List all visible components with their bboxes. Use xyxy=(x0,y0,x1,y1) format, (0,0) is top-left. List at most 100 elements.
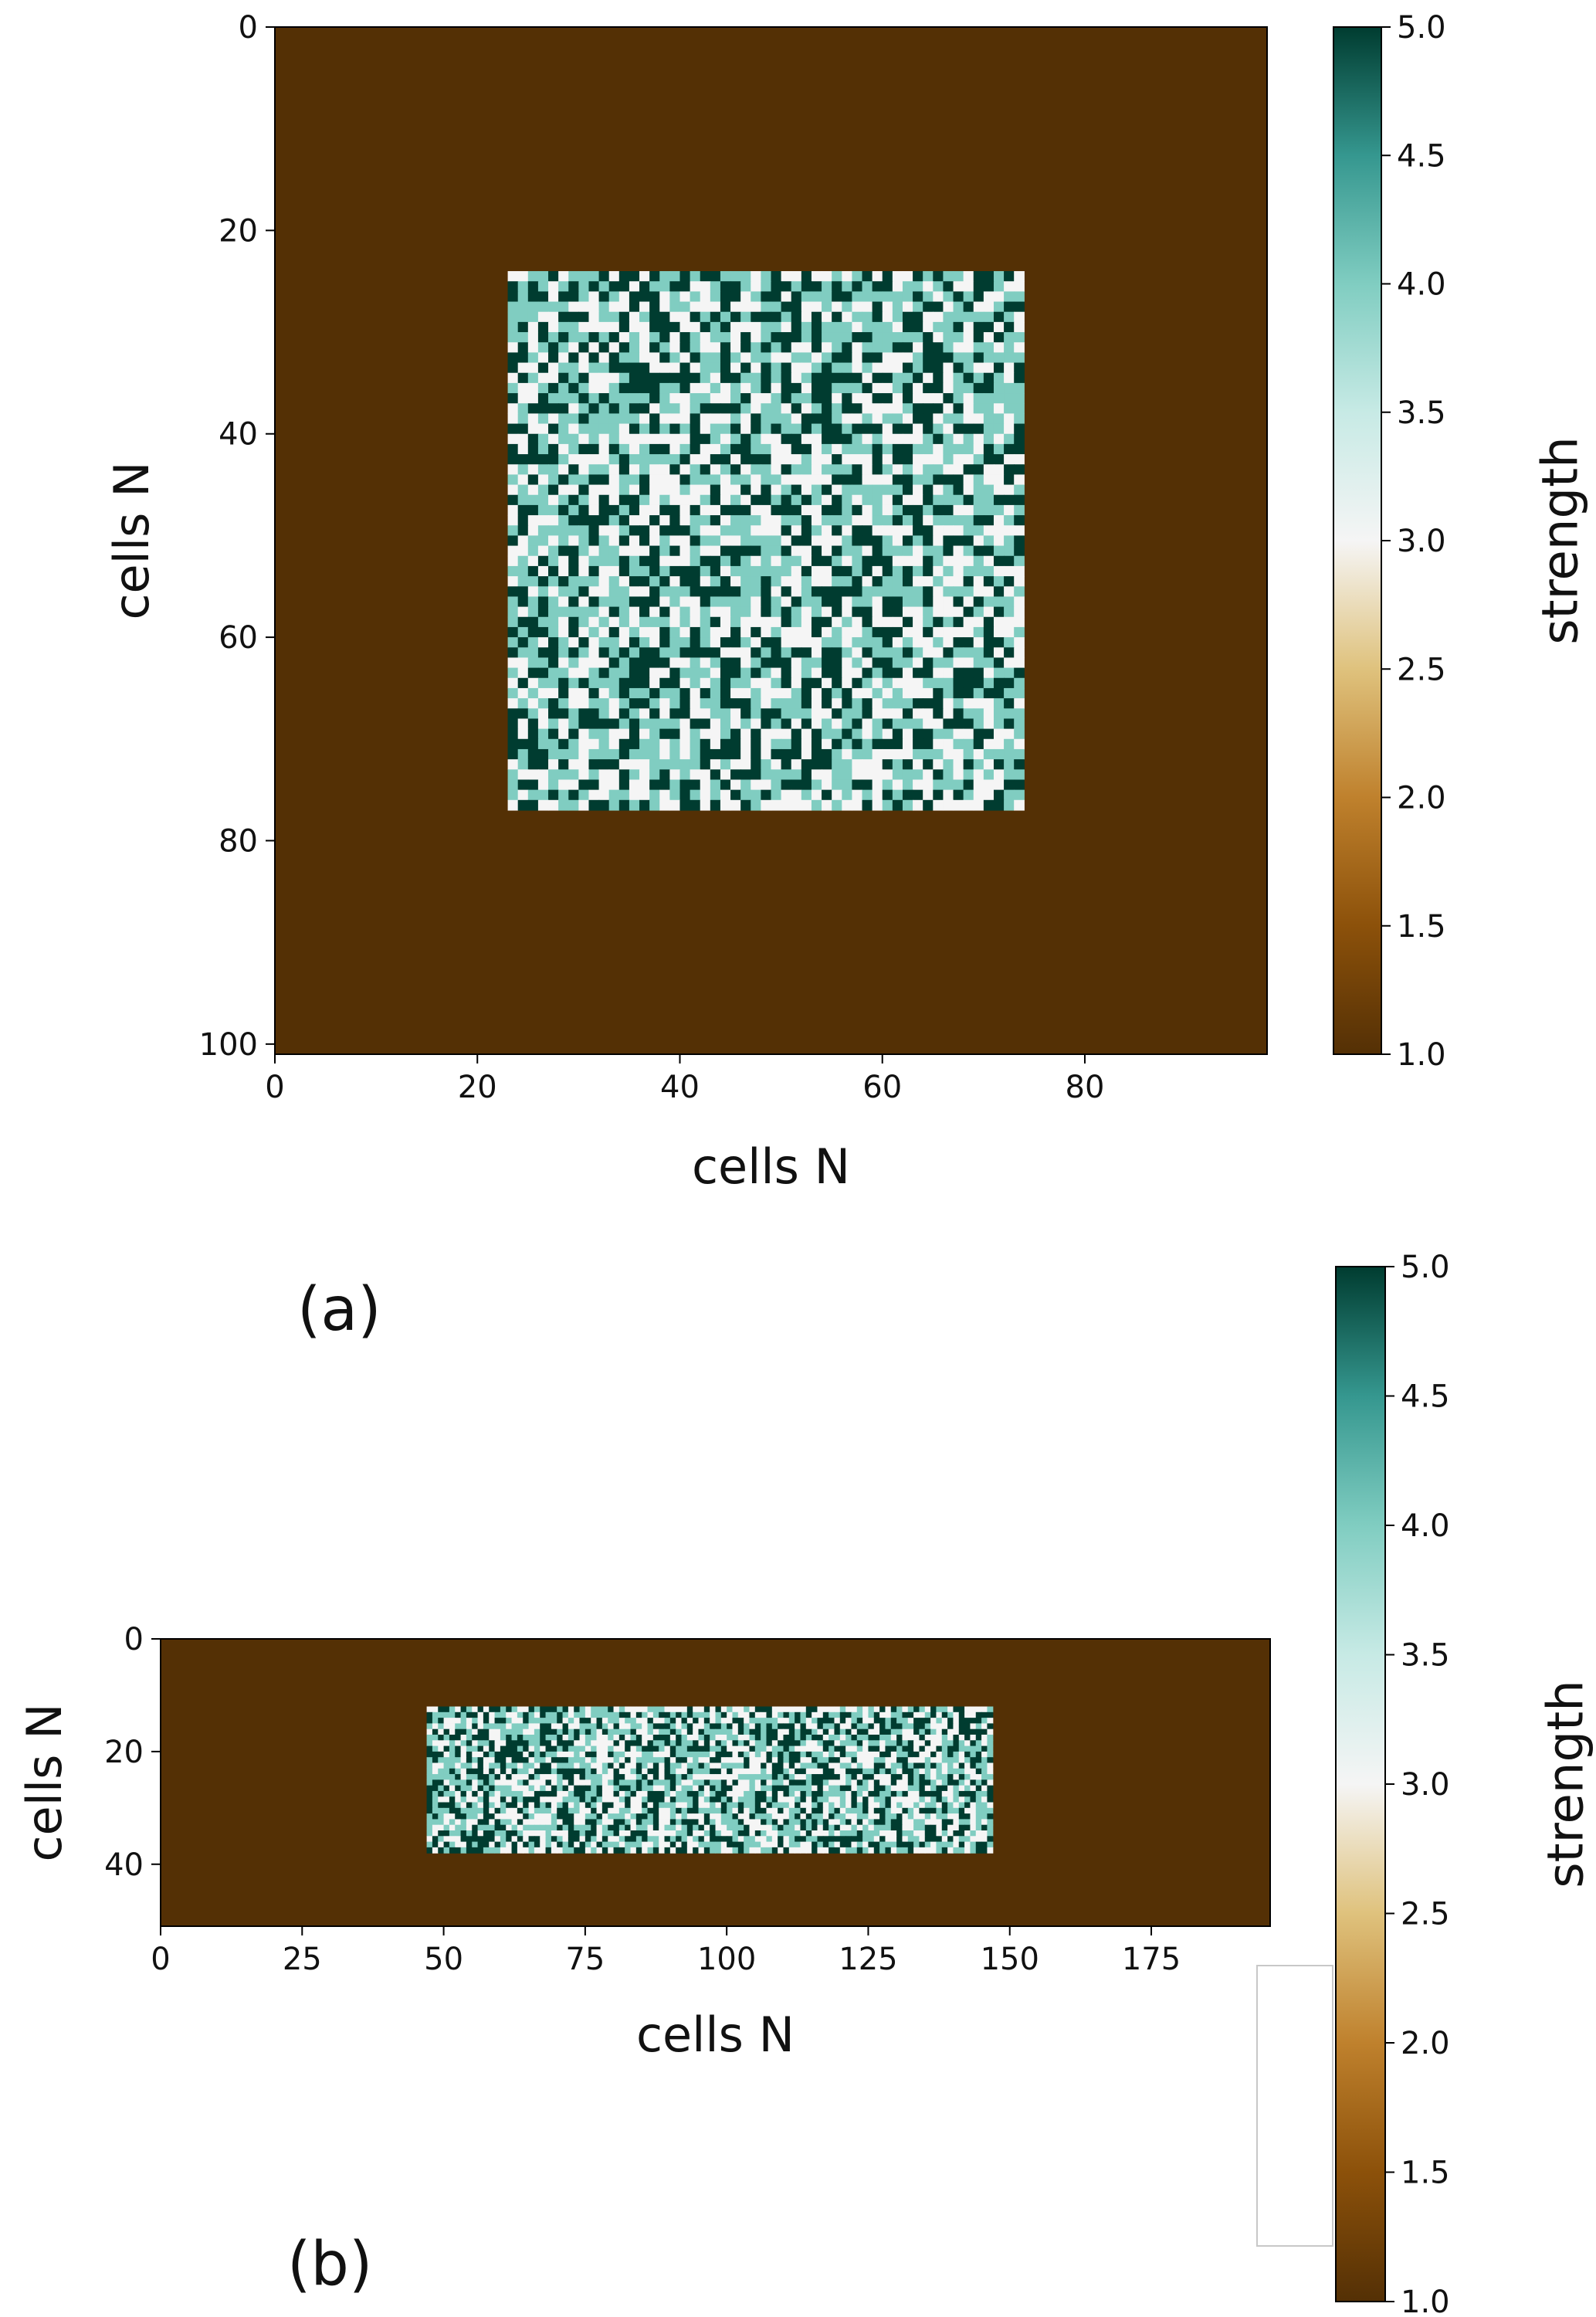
heatmap-cell xyxy=(973,576,984,587)
heatmap-cell xyxy=(548,769,559,781)
heatmap-cell xyxy=(598,423,610,435)
heatmap-cell xyxy=(781,372,792,384)
heatmap-cell xyxy=(913,1723,920,1730)
heatmap-cell xyxy=(953,616,964,628)
heatmap-cell xyxy=(766,1740,773,1747)
heatmap-cell xyxy=(527,698,539,709)
heatmap-cell xyxy=(591,1711,598,1718)
heatmap-cell xyxy=(517,576,529,587)
heatmap-cell xyxy=(832,423,842,435)
heatmap-cell xyxy=(842,515,852,526)
heatmap-cell xyxy=(527,271,539,282)
heatmap-cell xyxy=(953,321,964,333)
heatmap-cell xyxy=(930,1740,937,1747)
heatmap-cell xyxy=(749,1796,756,1803)
heatmap-cell xyxy=(1004,362,1015,374)
heatmap-cell xyxy=(608,393,620,404)
heatmap-cell xyxy=(540,1796,547,1803)
heatmap-cell xyxy=(629,311,640,323)
heatmap-cell xyxy=(892,301,903,313)
heatmap-cell xyxy=(527,647,539,659)
heatmap-cell xyxy=(449,1718,456,1725)
heatmap-cell xyxy=(625,1790,632,1797)
heatmap-cell xyxy=(618,576,630,587)
heatmap-cell xyxy=(639,332,650,343)
heatmap-cell xyxy=(426,1779,433,1786)
heatmap-cell xyxy=(690,606,701,618)
heatmap-cell xyxy=(727,1813,734,1820)
heatmap-cell xyxy=(882,484,893,496)
heatmap-cell xyxy=(896,1751,903,1758)
heatmap-cell xyxy=(669,647,681,659)
heatmap-cell xyxy=(618,616,630,628)
heatmap-cell xyxy=(690,271,701,282)
heatmap-cell xyxy=(730,596,741,608)
heatmap-cell xyxy=(679,403,691,414)
heatmap-cell xyxy=(720,1740,727,1747)
heatmap-cell xyxy=(527,403,539,414)
heatmap-cell xyxy=(591,1768,598,1775)
heatmap-cell xyxy=(639,606,650,618)
heatmap-cell xyxy=(669,464,681,476)
heatmap-cell xyxy=(737,1740,744,1747)
heatmap-cell xyxy=(737,1762,744,1769)
heatmap-cell xyxy=(568,1830,574,1837)
heatmap-cell xyxy=(585,1745,591,1752)
heatmap-cell xyxy=(591,1802,598,1809)
heatmap-cell xyxy=(761,759,772,770)
heatmap-cell xyxy=(852,474,863,486)
heatmap-cell xyxy=(924,1757,931,1764)
heatmap-cell xyxy=(511,1768,518,1775)
heatmap-cell xyxy=(537,728,549,740)
heatmap-cell xyxy=(832,454,842,465)
heatmap-cell xyxy=(669,545,681,557)
heatmap-cell xyxy=(856,1711,863,1718)
heatmap-cell xyxy=(890,1740,897,1747)
heatmap-cell xyxy=(557,1785,564,1792)
heatmap-cell xyxy=(862,1762,869,1769)
heatmap-cell xyxy=(455,1751,462,1758)
heatmap-cell xyxy=(557,1802,564,1809)
heatmap-cell xyxy=(941,1790,948,1797)
heatmap-cell xyxy=(791,352,802,364)
heatmap-cell xyxy=(919,1735,926,1741)
heatmap-cell xyxy=(933,667,944,679)
heatmap-cell xyxy=(1014,413,1025,425)
heatmap-cell xyxy=(740,301,751,313)
heatmap-cell xyxy=(676,1723,683,1730)
heatmap-cell xyxy=(540,1785,547,1792)
heatmap-cell xyxy=(534,1711,540,1718)
heatmap-cell xyxy=(540,1762,547,1769)
heatmap-cell xyxy=(936,1735,943,1741)
heatmap-cell xyxy=(856,1745,863,1752)
heatmap-cell xyxy=(801,515,812,526)
heatmap-cell xyxy=(534,1740,540,1747)
heatmap-cell xyxy=(913,1728,920,1735)
heatmap-cell xyxy=(973,332,984,343)
heatmap-cell xyxy=(698,1813,705,1820)
heatmap-cell xyxy=(839,1728,846,1735)
heatmap-cell xyxy=(872,596,883,608)
heatmap-cell xyxy=(548,637,559,648)
heatmap-cell xyxy=(791,769,802,781)
heatmap-cell xyxy=(639,474,650,486)
heatmap-cell xyxy=(438,1728,445,1735)
heatmap-cell xyxy=(585,1768,591,1775)
heatmap-cell xyxy=(690,626,701,638)
heatmap-cell xyxy=(924,1802,931,1809)
heatmap-cell xyxy=(558,474,569,486)
heatmap-cell xyxy=(740,311,751,323)
heatmap-cell xyxy=(562,1802,569,1809)
heatmap-cell xyxy=(811,708,822,720)
heatmap-cell xyxy=(472,1728,479,1735)
heatmap-cell xyxy=(494,1735,501,1741)
heatmap-cell xyxy=(574,1745,581,1752)
heatmap-cell xyxy=(548,515,559,526)
heatmap-cell xyxy=(839,1779,846,1786)
heatmap-cell xyxy=(832,342,842,353)
heatmap-cell xyxy=(659,1807,666,1814)
heatmap-cell xyxy=(842,637,852,648)
heatmap-cell xyxy=(669,637,681,648)
heatmap-cell xyxy=(686,1779,693,1786)
heatmap-cell xyxy=(902,1728,909,1735)
